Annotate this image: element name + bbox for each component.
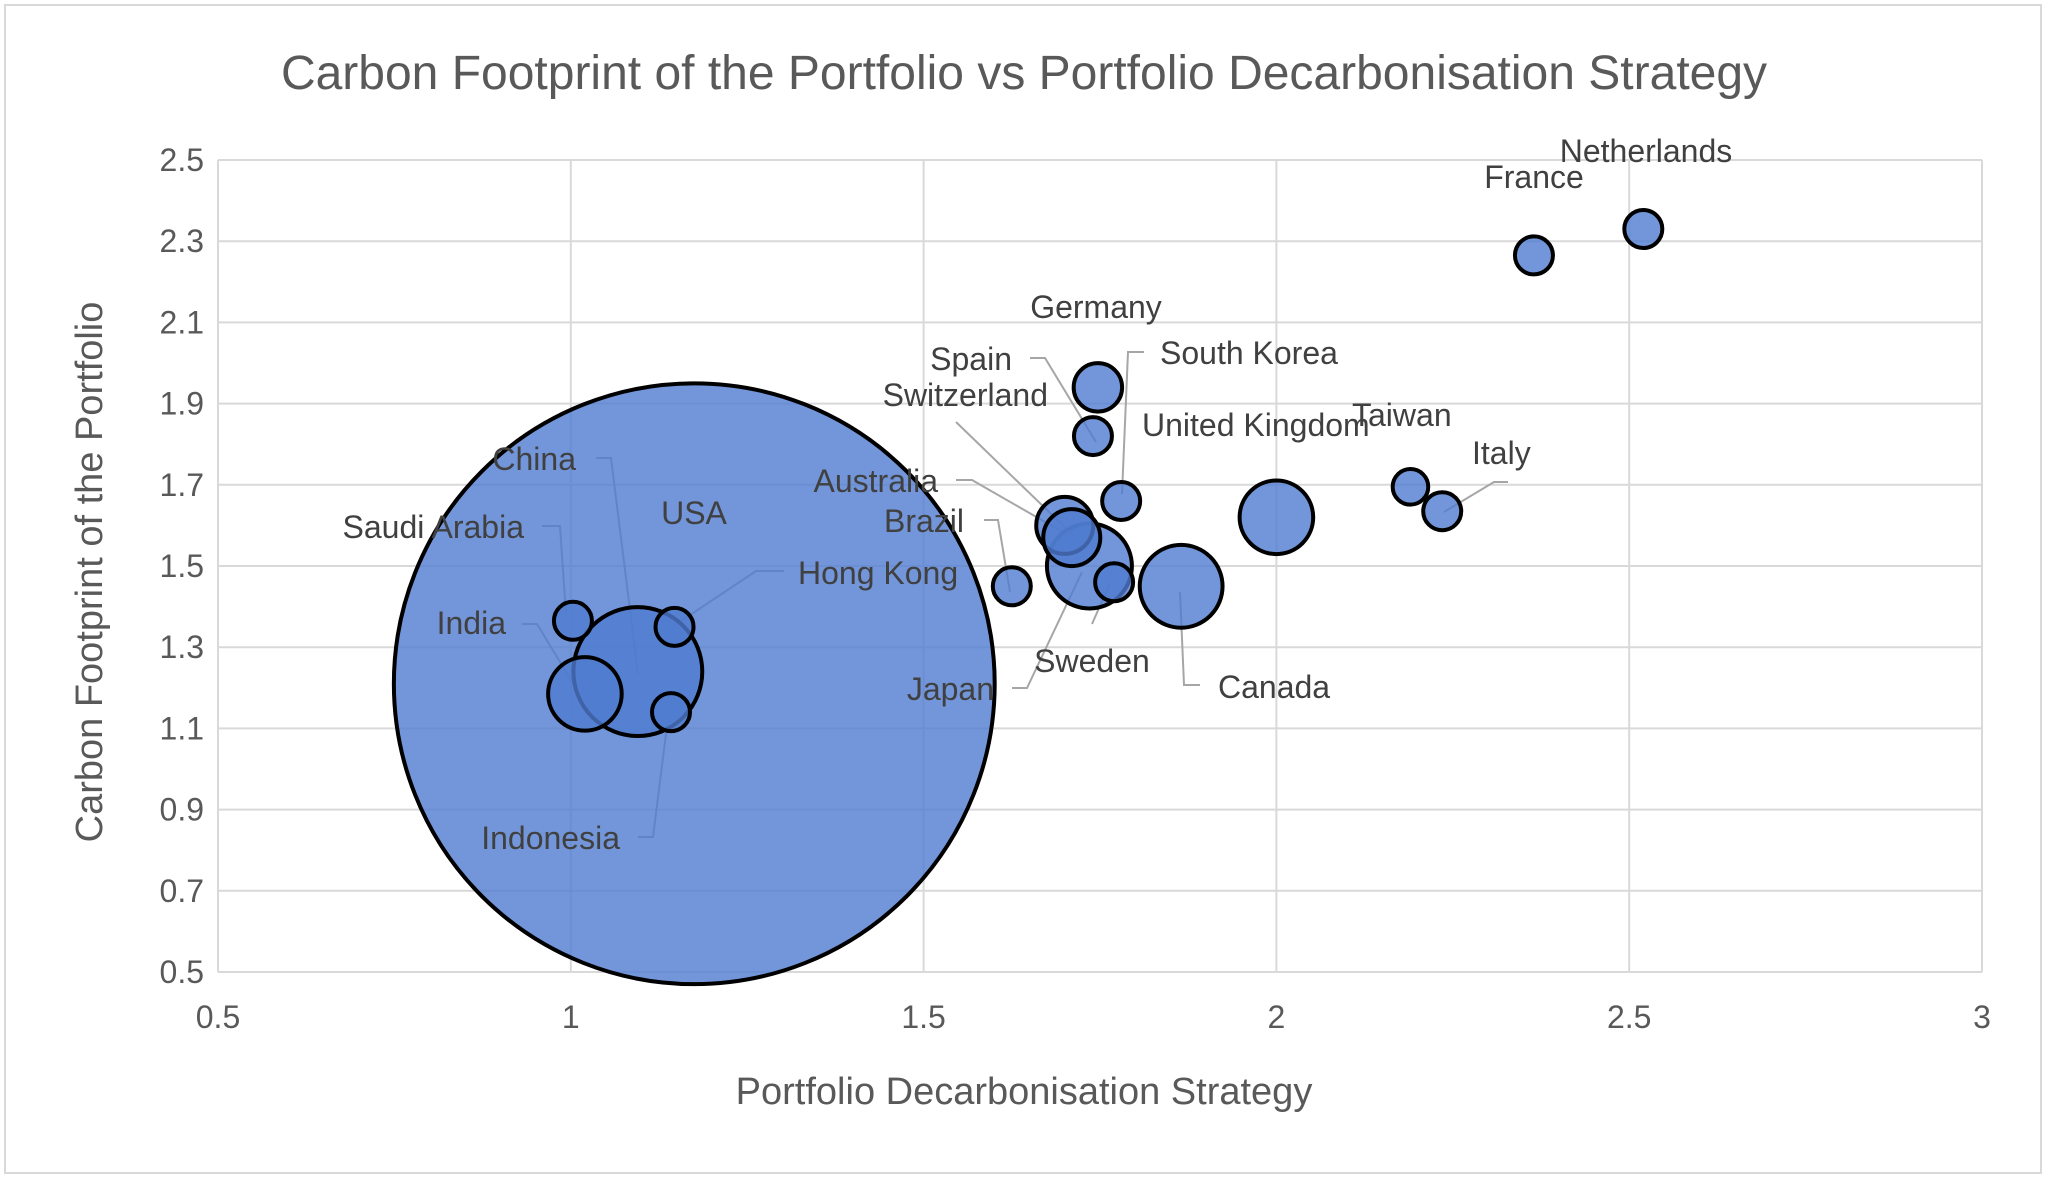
bubbles [391,208,1665,987]
data-label-australia: Australia [814,463,939,499]
data-label-spain: Spain [930,341,1012,377]
bubble-switzerland [1041,507,1103,569]
data-label-france: France [1484,159,1584,195]
y-tick-label: 1.1 [160,710,204,746]
y-tick-label: 0.9 [160,792,204,828]
y-tick-label: 0.5 [160,954,204,990]
bubble-brazil [990,565,1033,608]
bubble-south-korea [1100,480,1143,523]
y-tick-label: 2.1 [160,304,204,340]
data-label-japan: Japan [907,671,994,707]
bubble-france [1512,234,1555,277]
data-label-south-korea: South Korea [1160,335,1338,371]
bubble-italy [1421,490,1464,533]
x-tick-label: 1.5 [901,999,945,1035]
data-label-germany: Germany [1030,289,1162,325]
leader-spain [1030,357,1097,443]
y-axis-title: Carbon Footprint of the Portfolio [69,302,111,843]
bubble-saudi-arabia [551,599,594,642]
x-tick-label: 3 [1973,999,1991,1035]
data-label-india: India [437,605,507,641]
leader-south-korea [1121,351,1144,495]
data-label-brazil: Brazil [884,503,964,539]
data-label-usa: USA [661,495,727,531]
y-tick-label: 1.3 [160,629,204,665]
data-label-saudi-arabia: Saudi Arabia [343,509,525,545]
x-tick-label: 2.5 [1607,999,1651,1035]
leader-australia [956,479,1067,535]
data-label-china: China [492,441,576,477]
y-tick-label: 1.7 [160,467,204,503]
y-tick-label: 2.5 [160,142,204,178]
leader-japan [1012,571,1083,689]
bubble-netherlands [1622,208,1665,251]
data-label-switzerland: Switzerland [883,377,1048,413]
data-label-united-kingdom: United Kingdom [1142,407,1370,443]
bubble-hong-kong [653,605,696,648]
data-label-canada: Canada [1218,669,1330,705]
data-label-italy: Italy [1472,435,1531,471]
x-tick-label: 1 [562,999,580,1035]
x-tick-label: 2 [1268,999,1286,1035]
chart-title: Carbon Footprint of the Portfolio vs Por… [281,47,1767,100]
y-tick-label: 1.5 [160,548,204,584]
data-label-taiwan: Taiwan [1352,397,1452,433]
bubble-united-kingdom [1237,478,1316,557]
y-tick-label: 0.7 [160,873,204,909]
x-tick-label: 0.5 [196,999,240,1035]
bubble-taiwan [1390,467,1431,507]
data-label-sweden: Sweden [1034,643,1150,679]
y-tick-label: 2.3 [160,223,204,259]
bubble-canada [1137,542,1225,630]
y-tick-label: 1.9 [160,386,204,422]
data-label-indonesia: Indonesia [481,820,620,856]
bubble-indonesia [649,691,692,734]
bubble-spain [1071,415,1114,458]
data-label-netherlands: Netherlands [1560,133,1733,169]
data-label-hong-kong: Hong Kong [798,555,958,591]
bubble-germany [1071,361,1125,414]
data-labels: USA China India Saudi Arabia Hong Kong Indone… [343,133,1733,856]
tick-labels: 0.5 0.7 0.9 1.1 1.3 1.5 1.7 1.9 2.1 2.3 2.5 0.5 1 1.5… [160,142,1991,1035]
x-axis-title: Portfolio Decarbonisation Strategy [736,1071,1313,1113]
bubble-sweden [1093,561,1136,604]
bubble-india [546,655,624,733]
